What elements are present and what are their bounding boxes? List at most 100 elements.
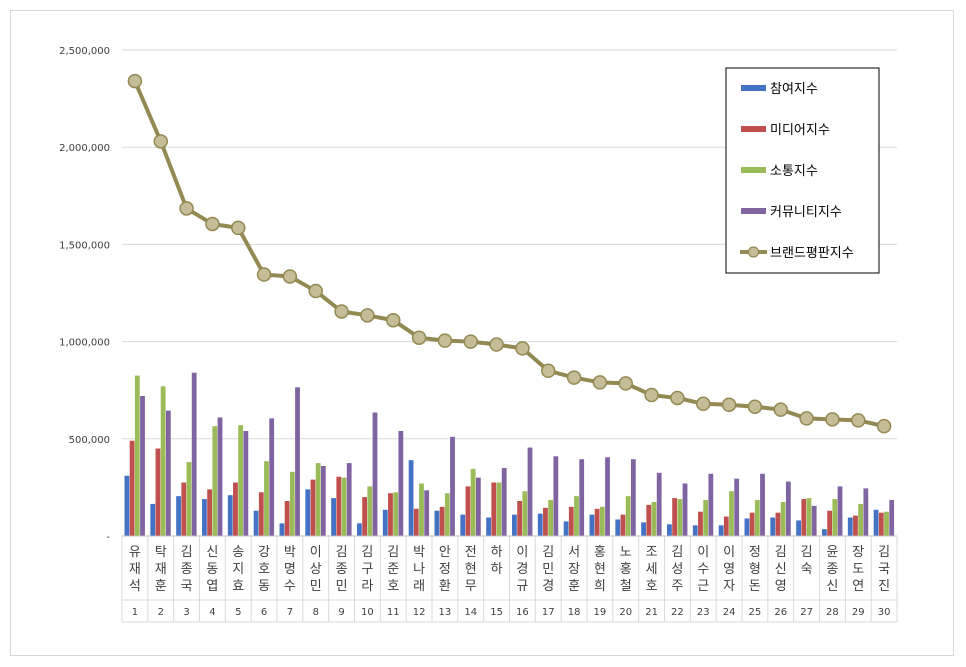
bar [398, 431, 404, 536]
legend-label: 브랜드평판지수 [770, 246, 854, 261]
bar [295, 387, 300, 536]
rank-label: 21 [645, 607, 658, 618]
bar [155, 448, 161, 536]
bar [134, 375, 140, 536]
rank-label: 30 [878, 607, 891, 618]
bar [367, 486, 373, 536]
rank-label: 25 [749, 607, 762, 618]
bar [388, 493, 393, 536]
legend-swatch [741, 208, 766, 214]
bar [878, 512, 884, 536]
bar [760, 473, 765, 536]
bar [233, 482, 238, 536]
rank-label: 12 [413, 607, 426, 618]
legend-swatch [741, 85, 766, 91]
bar [470, 468, 476, 536]
line-point [670, 390, 685, 406]
line-point [515, 341, 530, 356]
bar [284, 501, 290, 536]
bar [434, 510, 440, 536]
bar [785, 481, 791, 536]
line-point [179, 201, 194, 216]
rank-label: 14 [464, 607, 477, 618]
bar [331, 498, 336, 536]
bar [382, 509, 388, 536]
bar [847, 517, 853, 536]
bar [796, 520, 801, 536]
bar [465, 486, 471, 536]
line-point [592, 375, 608, 390]
rank-label: 8 [313, 607, 319, 618]
bar [677, 499, 683, 536]
line-point [618, 376, 633, 391]
line-point [489, 337, 504, 352]
bar [129, 440, 135, 536]
rank-label: 15 [490, 607, 503, 618]
bars [124, 372, 895, 536]
rank-label: 1 [132, 607, 138, 618]
rank-label: 17 [542, 607, 555, 618]
y-tick-label: 500,000 [69, 435, 110, 446]
bar [362, 497, 368, 536]
rank-label: 6 [261, 607, 267, 618]
rank-label: 19 [594, 607, 607, 618]
bar [258, 492, 264, 536]
y-tick-label: 1,500,000 [59, 240, 110, 251]
bar [548, 500, 554, 536]
bar [212, 426, 218, 536]
bar [734, 478, 740, 536]
rank-label: 4 [209, 607, 215, 618]
bar [186, 462, 192, 536]
line-point [360, 308, 375, 323]
line-point [876, 418, 892, 434]
line-point [799, 411, 814, 426]
bar [475, 477, 481, 536]
legend-label: 미디어지수 [770, 123, 830, 138]
legend-marker [747, 246, 760, 258]
bar [486, 517, 491, 536]
bar [646, 504, 652, 536]
bar [491, 482, 497, 536]
rank-label: 10 [361, 607, 374, 618]
line-point [437, 333, 453, 348]
rank-label: 28 [826, 607, 839, 618]
legend-label: 참여지수 [770, 82, 818, 97]
bar [837, 486, 843, 536]
bar [651, 501, 657, 536]
bar [150, 503, 156, 536]
bar [884, 511, 889, 536]
rank-label: 18 [568, 607, 581, 618]
bar [708, 473, 714, 536]
bar [346, 463, 352, 536]
bar [517, 501, 523, 536]
bar [692, 525, 698, 536]
bar [393, 492, 399, 536]
bar [460, 514, 466, 536]
bar [563, 521, 569, 536]
line-point [256, 267, 272, 282]
bar [527, 447, 533, 536]
bar [160, 386, 166, 536]
bar [181, 482, 187, 536]
bar [289, 471, 295, 536]
y-tick-label: 2,500,000 [59, 46, 110, 57]
bar [191, 372, 197, 536]
bar [444, 493, 450, 536]
bar [775, 512, 781, 536]
bar [424, 490, 430, 536]
bar [811, 505, 817, 536]
bar [501, 467, 507, 536]
legend-swatch [741, 167, 766, 173]
y-tick-label: 2,000,000 [59, 143, 110, 154]
